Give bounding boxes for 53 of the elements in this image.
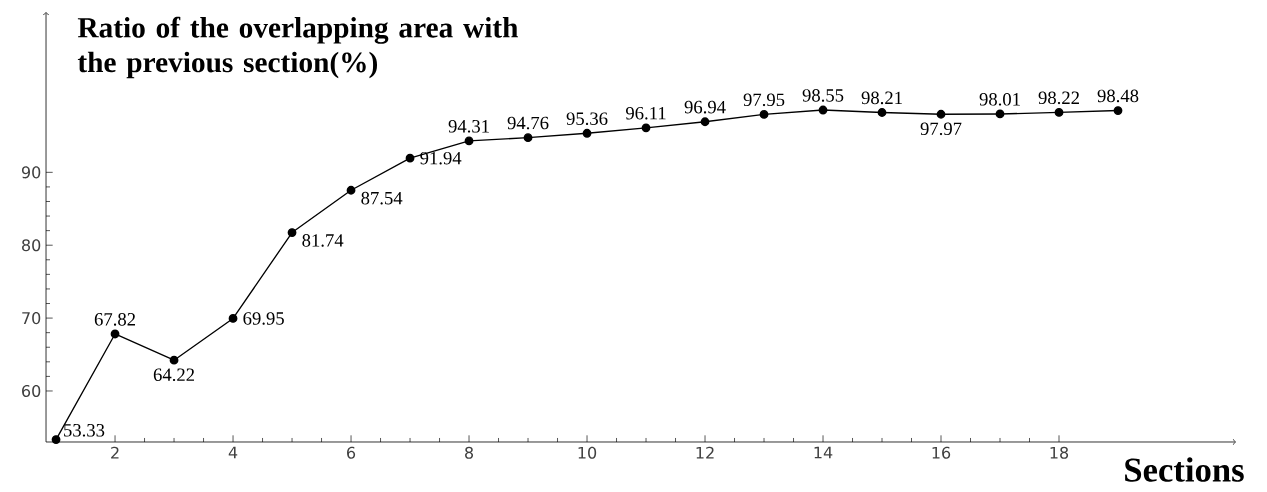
point bbox=[346, 185, 356, 195]
x-tick-label: 2 bbox=[111, 446, 119, 459]
x-axis-title: Sections bbox=[1125, 457, 1244, 482]
y-tick-label: 60 bbox=[22, 384, 41, 398]
data-label: 81.74 bbox=[302, 234, 344, 247]
point bbox=[818, 105, 828, 115]
point bbox=[936, 109, 946, 119]
data-label: 91.94 bbox=[420, 151, 462, 165]
point bbox=[759, 109, 769, 119]
x-tick-label: 8 bbox=[465, 446, 474, 459]
data-label: 98.01 bbox=[979, 93, 1020, 106]
x-tick-label: 10 bbox=[578, 446, 597, 459]
point bbox=[582, 128, 592, 138]
point bbox=[995, 109, 1005, 119]
point bbox=[110, 329, 120, 339]
data-label: 94.76 bbox=[507, 116, 549, 130]
point bbox=[228, 314, 238, 323]
data-label: 64.22 bbox=[153, 368, 195, 382]
x-tick-label: 4 bbox=[228, 446, 238, 459]
y-axis-title: Ratio of the overlapping area with the previous section(%) bbox=[77, 16, 518, 79]
y-tick-label: 80 bbox=[22, 239, 41, 252]
point bbox=[523, 133, 533, 143]
data-label: 98.22 bbox=[1038, 91, 1079, 105]
point bbox=[1113, 106, 1123, 115]
point bbox=[700, 117, 710, 127]
x-tick-label: 18 bbox=[1050, 446, 1069, 459]
data-label: 87.54 bbox=[361, 191, 403, 205]
data-label: 98.48 bbox=[1097, 89, 1139, 103]
x-tick-label: 16 bbox=[932, 446, 951, 459]
x-tick-label: 12 bbox=[696, 446, 714, 459]
data-label: 97.95 bbox=[743, 93, 785, 107]
point bbox=[51, 435, 61, 444]
point bbox=[287, 228, 297, 237]
point bbox=[405, 153, 415, 163]
point bbox=[877, 108, 887, 117]
point bbox=[169, 355, 179, 365]
data-label: 98.21 bbox=[861, 91, 902, 105]
point bbox=[464, 136, 474, 146]
data-label: 96.11 bbox=[625, 106, 666, 120]
y-tick-label: 70 bbox=[22, 312, 41, 325]
y-tick-label: 90 bbox=[21, 166, 41, 179]
x-tick-label: 14 bbox=[814, 446, 833, 459]
data-label: 98.55 bbox=[802, 89, 844, 102]
point bbox=[1054, 108, 1064, 117]
data-label: 69.95 bbox=[243, 312, 284, 325]
data-label: 94.31 bbox=[448, 120, 489, 133]
data-label: 96.94 bbox=[684, 100, 726, 114]
point bbox=[641, 123, 651, 133]
x-tick-label: 6 bbox=[347, 446, 356, 459]
data-label: 67.82 bbox=[94, 313, 136, 326]
data-label: 97.97 bbox=[920, 122, 962, 136]
data-label: 95.36 bbox=[566, 112, 608, 126]
data-label: 53.33 bbox=[64, 424, 105, 437]
